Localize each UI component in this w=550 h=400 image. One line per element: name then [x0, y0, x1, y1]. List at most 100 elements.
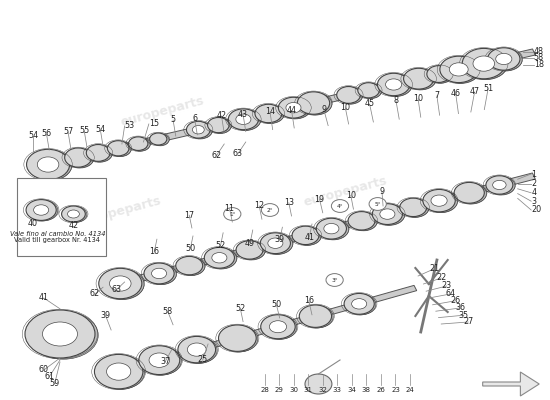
Text: 58: 58 — [534, 54, 544, 62]
Text: 62: 62 — [211, 152, 221, 160]
Text: 50: 50 — [271, 300, 282, 309]
Text: 38: 38 — [362, 387, 371, 393]
Ellipse shape — [109, 142, 131, 157]
Ellipse shape — [210, 118, 231, 134]
Ellipse shape — [220, 326, 258, 352]
Ellipse shape — [67, 149, 94, 168]
Ellipse shape — [26, 149, 70, 180]
Text: 41: 41 — [39, 294, 49, 302]
Text: 55: 55 — [79, 126, 89, 135]
Ellipse shape — [358, 83, 379, 98]
Ellipse shape — [131, 138, 150, 151]
Ellipse shape — [152, 134, 169, 146]
Ellipse shape — [488, 48, 520, 70]
Ellipse shape — [146, 264, 177, 285]
Ellipse shape — [456, 183, 486, 204]
Text: 17: 17 — [184, 211, 194, 220]
Text: 56: 56 — [41, 130, 52, 138]
Ellipse shape — [496, 53, 512, 64]
Text: 6: 6 — [192, 114, 197, 123]
Ellipse shape — [318, 219, 349, 240]
Ellipse shape — [179, 337, 217, 363]
Text: 60: 60 — [39, 366, 49, 374]
Text: 43: 43 — [238, 110, 248, 119]
Text: 3°: 3° — [331, 278, 338, 282]
Text: 2: 2 — [531, 180, 536, 188]
Text: 10: 10 — [340, 104, 350, 112]
Ellipse shape — [454, 182, 485, 203]
Ellipse shape — [486, 176, 513, 194]
Ellipse shape — [189, 122, 212, 139]
Text: 23: 23 — [442, 282, 452, 290]
Ellipse shape — [99, 268, 142, 299]
Circle shape — [261, 204, 279, 216]
Circle shape — [305, 374, 332, 394]
Ellipse shape — [206, 248, 236, 269]
Ellipse shape — [178, 257, 205, 276]
Text: 59: 59 — [50, 380, 60, 388]
Text: 34: 34 — [348, 387, 356, 393]
Text: 30: 30 — [289, 387, 298, 393]
Ellipse shape — [372, 204, 403, 224]
Ellipse shape — [188, 343, 206, 356]
Text: 1: 1 — [531, 170, 536, 178]
Polygon shape — [102, 285, 417, 379]
Text: 42: 42 — [68, 221, 79, 230]
Text: 52: 52 — [215, 242, 226, 250]
Text: 9: 9 — [379, 188, 384, 196]
Text: 47: 47 — [470, 88, 480, 96]
Text: 14: 14 — [265, 108, 275, 116]
Ellipse shape — [238, 242, 265, 260]
Ellipse shape — [442, 57, 480, 83]
Text: europeparts: europeparts — [302, 174, 389, 210]
Ellipse shape — [299, 305, 332, 327]
Ellipse shape — [65, 148, 92, 167]
Text: 45: 45 — [365, 100, 375, 108]
Text: 36: 36 — [455, 304, 465, 312]
Ellipse shape — [493, 180, 506, 190]
Circle shape — [332, 200, 349, 212]
Text: 37: 37 — [160, 358, 170, 366]
Ellipse shape — [218, 325, 256, 351]
Text: 35: 35 — [459, 311, 469, 320]
Ellipse shape — [348, 212, 375, 230]
Ellipse shape — [236, 241, 263, 259]
Ellipse shape — [280, 98, 311, 119]
Text: 39: 39 — [101, 312, 111, 320]
Text: 22: 22 — [436, 274, 447, 282]
Circle shape — [224, 208, 241, 220]
Text: 52: 52 — [235, 304, 245, 313]
Text: 1°: 1° — [229, 212, 235, 216]
Text: 57: 57 — [63, 128, 73, 136]
Text: 51: 51 — [483, 84, 493, 93]
Ellipse shape — [301, 306, 333, 328]
Ellipse shape — [207, 118, 229, 133]
Ellipse shape — [464, 49, 508, 80]
Text: 63: 63 — [233, 150, 243, 158]
Text: 24: 24 — [405, 387, 414, 393]
Text: 5: 5 — [170, 116, 175, 124]
Polygon shape — [32, 49, 535, 171]
Text: 31: 31 — [304, 387, 313, 393]
Ellipse shape — [149, 353, 169, 367]
Ellipse shape — [151, 268, 167, 279]
Ellipse shape — [406, 69, 436, 90]
Ellipse shape — [324, 224, 339, 234]
Ellipse shape — [139, 346, 180, 374]
Ellipse shape — [425, 190, 458, 213]
Text: 10: 10 — [413, 94, 423, 103]
Text: 27: 27 — [463, 318, 474, 326]
Ellipse shape — [86, 144, 110, 161]
Ellipse shape — [150, 133, 167, 145]
Text: 49: 49 — [245, 239, 255, 248]
Text: europeparts: europeparts — [119, 94, 206, 130]
Ellipse shape — [28, 311, 98, 359]
Ellipse shape — [377, 73, 410, 96]
Text: 15: 15 — [149, 120, 159, 128]
Text: 4: 4 — [531, 188, 536, 197]
Circle shape — [369, 198, 386, 210]
Ellipse shape — [431, 195, 447, 206]
Text: 50: 50 — [185, 244, 195, 253]
Ellipse shape — [427, 66, 450, 82]
Text: 13: 13 — [284, 198, 294, 207]
